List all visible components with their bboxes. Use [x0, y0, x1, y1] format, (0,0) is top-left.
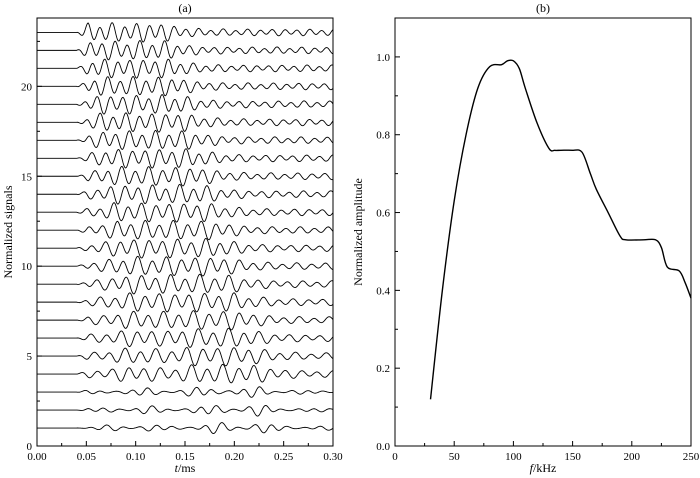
panel-a-signal-trace [37, 76, 334, 97]
panel-b-x-tick-label: 100 [505, 451, 522, 463]
panel-a-x-tick-label: 0.20 [225, 451, 245, 463]
panel-a-signals: 0.00 0.05 0.10 0.15 0.20 0.25 0.30 0 5 10 15 20 (a… [1, 1, 343, 475]
panel-a-signal-trace [37, 40, 334, 61]
panel-a-x-tick-label: 0.15 [175, 451, 195, 463]
panel-a-signal-trace [37, 219, 334, 241]
panel-a-signal-trace [37, 148, 334, 169]
panel-b-y-tick-label: 0.0 [376, 441, 390, 453]
panel-a-x-axis-unit: /ms [178, 461, 196, 475]
panel-a-x-tick-label: 0.00 [27, 451, 47, 463]
panel-a-x-tick-label: 0.25 [274, 451, 294, 463]
panel-a-y-tick-label: 20 [21, 81, 33, 93]
panel-b-spectrum: 0 50 100 150 200 250 0.0 0.2 0.4 0.6 0.8 1.0 (b) f… [351, 1, 700, 475]
panel-a-x-ticks: 0.00 0.05 0.10 0.15 0.20 0.25 0.30 [27, 441, 343, 463]
panel-b-y-tick-label: 0.6 [376, 208, 390, 220]
panel-a-signal-trace [37, 129, 334, 150]
panel-b-spectrum-line [429, 59, 692, 400]
panel-a-signal-trace [37, 347, 334, 367]
panel-b-y-tick-label: 1.0 [376, 52, 390, 64]
panel-b-x-tick-label: 0 [392, 451, 398, 463]
panel-a-signal-trace [37, 386, 334, 398]
panel-a-x-tick-label: 0.10 [126, 451, 146, 463]
panel-b-x-tick-label: 250 [683, 451, 700, 463]
panel-b-y-tick-label: 0.2 [376, 363, 390, 375]
panel-a-y-tick-label: 5 [27, 351, 33, 363]
panel-b-x-tick-label: 150 [564, 451, 581, 463]
panel-b-frame [394, 17, 692, 447]
panel-b-x-tick-label: 50 [449, 451, 461, 463]
panel-a-signal-trace [37, 166, 334, 187]
panel-b-x-axis-unit: /kHz [533, 461, 556, 475]
panel-a-x-axis-var: t [175, 461, 179, 475]
panel-a-signal-trace [37, 183, 334, 205]
panel-a-x-axis-label: t/ms [175, 461, 196, 475]
panel-a-x-tick-label: 0.30 [323, 451, 343, 463]
panel-a-signal-trace [37, 237, 334, 259]
panel-b-y-tick-label: 0.4 [376, 285, 390, 297]
panel-a-signal-trace [37, 94, 334, 115]
panel-a-signal-trace [37, 255, 334, 277]
panel-a-signal-trace [37, 327, 334, 348]
panel-a-signal-trace [37, 202, 334, 223]
panel-a-y-tick-label: 10 [21, 261, 33, 273]
panel-a-y-tick-label: 0 [27, 441, 33, 453]
panel-a-signal-trace [37, 292, 334, 313]
panel-b-x-axis-label: f/kHz [530, 461, 557, 475]
panel-a-y-ticks: 0 5 10 15 20 [21, 40, 42, 453]
panel-a-signal-trace [37, 422, 334, 434]
panel-a-signal-trace [37, 22, 334, 43]
panel-a-y-axis-label: Normalized signals [1, 185, 15, 278]
panel-a-x-tick-label: 0.05 [77, 451, 97, 463]
panel-b-x-axis-var: f [530, 461, 535, 475]
panel-a-signal-trace [37, 310, 334, 331]
panel-a-signal-trace [37, 405, 334, 417]
panel-a-signal-trace [37, 112, 334, 133]
panel-b-y-axis-label: Normalized amplitude [351, 178, 365, 286]
panel-b-label: (b) [536, 1, 550, 15]
panel-b-y-tick-label: 0.8 [376, 130, 390, 142]
panel-a-signal-trace [37, 363, 334, 384]
panel-a-y-tick-label: 15 [21, 171, 33, 183]
panel-b-x-tick-label: 200 [624, 451, 641, 463]
panel-a-traces [37, 22, 334, 434]
panel-b-y-ticks: 0.0 0.2 0.4 0.6 0.8 1.0 [376, 17, 400, 453]
panel-b-x-ticks: 0 50 100 150 200 250 [392, 441, 700, 463]
panel-a-label: (a) [178, 1, 191, 15]
panel-a-signal-trace [37, 58, 334, 79]
panel-a-signal-trace [37, 273, 334, 295]
